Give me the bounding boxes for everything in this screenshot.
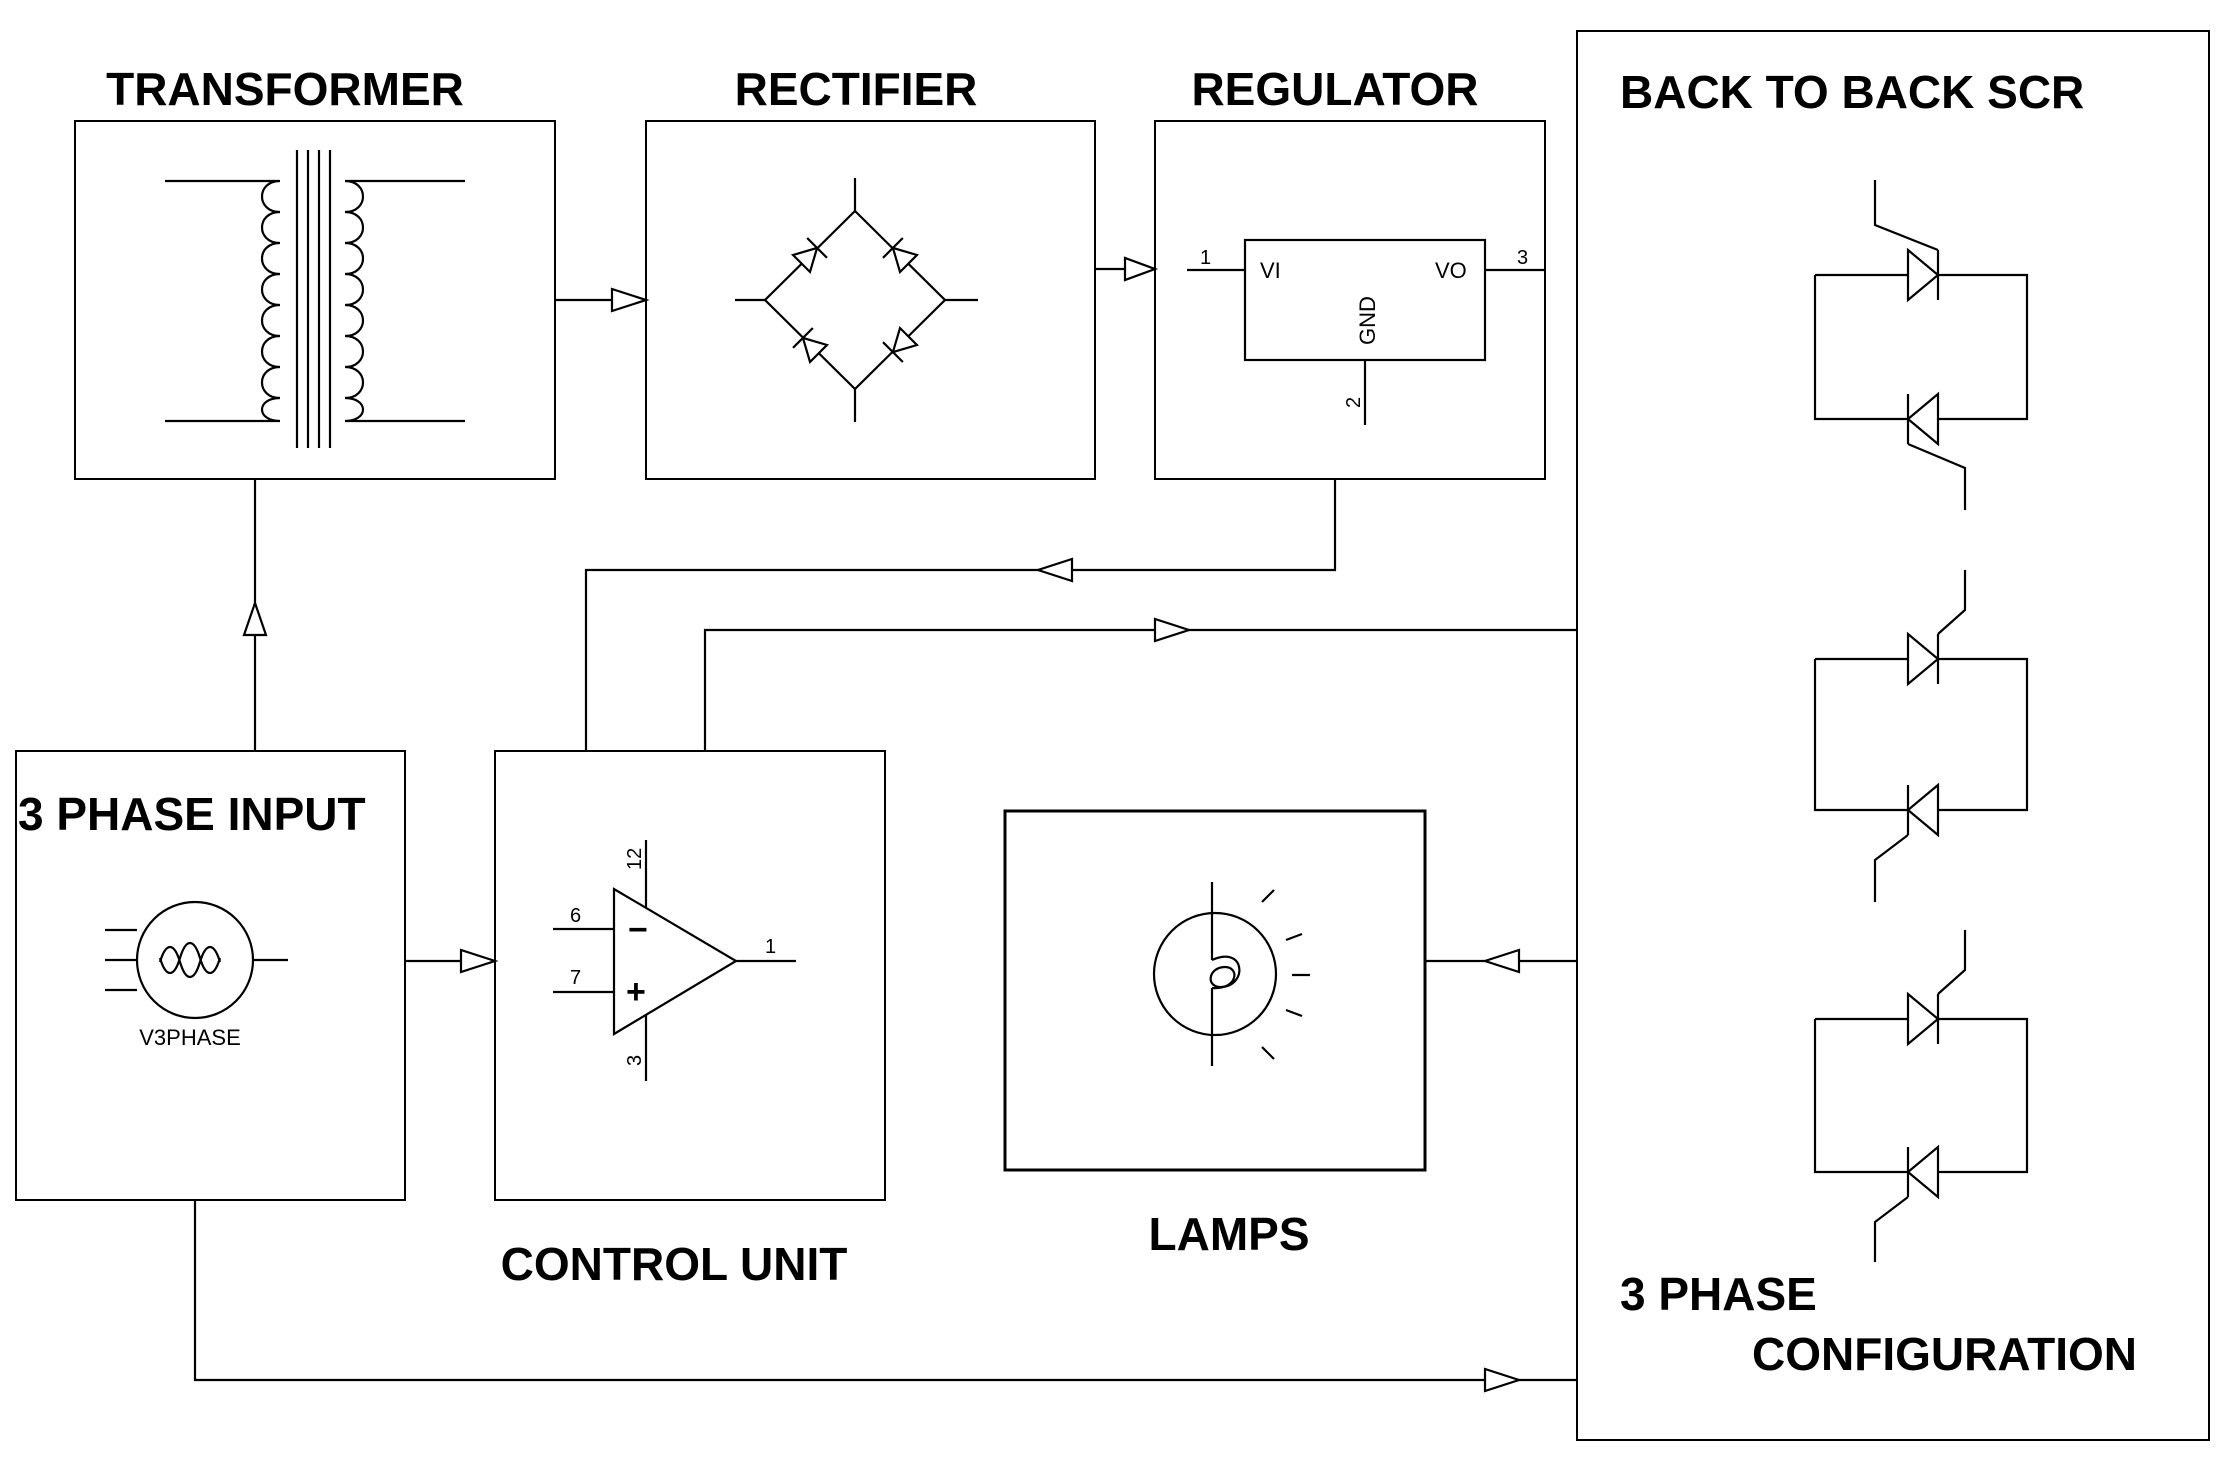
op-amp-pin-12: 12: [624, 848, 646, 870]
lamps-title: LAMPS: [1149, 1208, 1310, 1260]
transformer-title: TRANSFORMER: [106, 63, 464, 115]
scr-footer-line1: 3 PHASE: [1620, 1268, 1817, 1320]
scr-footer-line2: CONFIGURATION: [1752, 1328, 2137, 1380]
regulator-title: REGULATOR: [1191, 63, 1478, 115]
connection-input-to-scr: [193, 1200, 1577, 1393]
connection-scr-to-lamps: [1425, 948, 1577, 974]
three-phase-input-block: [15, 750, 406, 1201]
control-unit-title: CONTROL UNIT: [501, 1238, 848, 1290]
scr-block: [1576, 30, 2210, 1441]
connection-regulator-to-control: [584, 479, 1337, 751]
rectifier-block: [645, 120, 1096, 480]
op-amp-pin-6: 6: [570, 905, 581, 927]
op-amp-plus: +: [626, 973, 646, 1011]
diode-3: [792, 327, 830, 365]
diode-4: [882, 325, 920, 363]
three-phase-source-symbol: V3PHASE: [105, 900, 288, 1050]
transformer-symbol: [165, 150, 465, 448]
connection-input-to-control: [405, 948, 499, 974]
transformer-block: [74, 120, 556, 480]
regulator-pin-gnd: 2: [1343, 397, 1365, 408]
lamps-block: [1003, 809, 1427, 1172]
op-amp-pin-1: 1: [765, 936, 776, 958]
scr-pair-3: [1813, 930, 2029, 1262]
connection-input-to-transformer: [242, 479, 268, 751]
v3phase-label: V3PHASE: [139, 1025, 241, 1050]
regulator-vi-label: VI: [1260, 258, 1281, 283]
connection-transformer-to-rectifier: [555, 287, 650, 313]
scr-pair-1: [1813, 180, 2029, 510]
three-phase-input-title: 3 PHASE INPUT: [18, 788, 366, 840]
regulator-gnd-label: GND: [1355, 296, 1380, 345]
bridge-rectifier-symbol: [735, 178, 978, 422]
regulator-pin-out: 3: [1517, 247, 1528, 269]
diode-1: [790, 237, 828, 275]
op-amp-symbol: − + 6 7 1 12 3: [553, 840, 796, 1081]
op-amp-pin-7: 7: [570, 967, 581, 989]
connection-rectifier-to-regulator: [1095, 256, 1159, 282]
regulator-ic-symbol: 1 3 2 VI VO GND: [1187, 238, 1545, 425]
regulator-pin-in: 1: [1200, 247, 1211, 269]
op-amp-minus: −: [628, 911, 648, 949]
control-unit-block: [494, 750, 886, 1201]
op-amp-pin-3: 3: [624, 1055, 646, 1066]
rectifier-title: RECTIFIER: [735, 63, 978, 115]
scr-title: BACK TO BACK SCR: [1620, 66, 2084, 118]
connection-scr-to-control: [703, 617, 1577, 751]
regulator-vo-label: VO: [1435, 258, 1467, 283]
regulator-block: [1154, 120, 1546, 480]
lamp-symbol: [1152, 882, 1310, 1066]
scr-pair-2: [1813, 570, 2029, 902]
diode-2: [882, 237, 920, 275]
